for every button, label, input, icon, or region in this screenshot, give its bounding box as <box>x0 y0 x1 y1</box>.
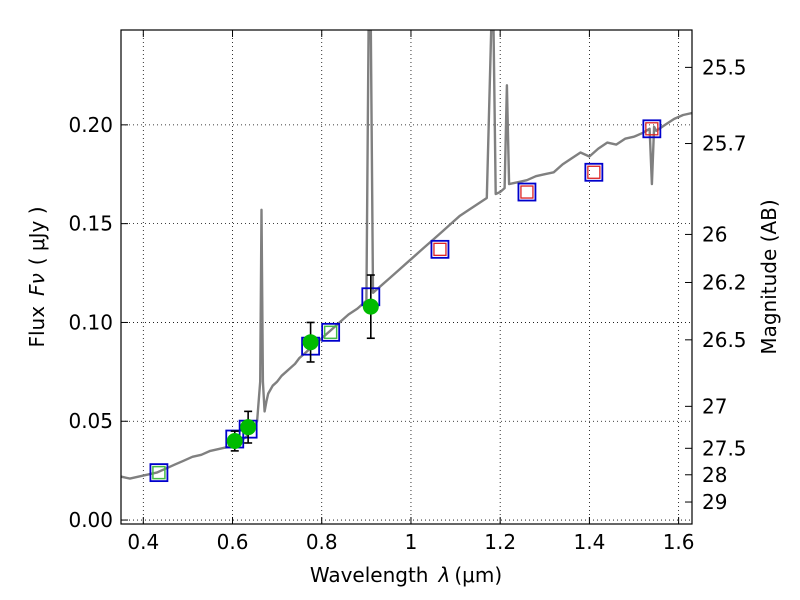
x-tick-label: 1 <box>405 530 418 554</box>
spectrum-line <box>121 30 692 480</box>
x-tick-label: 0.4 <box>127 530 159 554</box>
model-point-blue <box>149 463 169 483</box>
y-tick-label: 0.10 <box>68 310 113 334</box>
model-point-blue <box>584 162 604 182</box>
x-tick-label: 1.6 <box>663 530 695 554</box>
x-tick-label: 1.2 <box>484 530 516 554</box>
x-tick-label: 0.6 <box>217 530 249 554</box>
model-point-red <box>587 165 601 179</box>
y-tick-label: 0.15 <box>68 212 113 236</box>
model-point-blue <box>642 119 662 139</box>
measured-point <box>362 298 379 315</box>
model-point-green <box>152 465 166 480</box>
model-point-blue <box>430 239 450 259</box>
y2-tick-label: 25.5 <box>702 55 747 79</box>
y2-tick-label: 29 <box>702 490 727 514</box>
model-point-green <box>323 325 338 340</box>
model-point-blue <box>517 182 537 202</box>
model-point-red <box>520 185 534 199</box>
y2-axis-label: Magnitude (AB) <box>757 199 781 354</box>
model-point-red <box>433 242 447 256</box>
y2-tick-label: 27.5 <box>702 436 747 460</box>
plot-frame <box>120 29 693 525</box>
y-tick-label: 0.00 <box>68 508 113 532</box>
axis-ticks: 0.4 0.6 0.8 1 1.2 1.4 1.6 0.00 0.05 0.10 0.15 0.20 2… <box>68 30 747 554</box>
y2-tick-label: 27 <box>702 394 727 418</box>
plot-area <box>121 30 692 483</box>
y2-tick-label: 26.5 <box>702 328 747 352</box>
y2-tick-label: 26 <box>702 222 727 246</box>
y2-tick-label: 28 <box>702 463 727 487</box>
model-point-blue <box>321 322 341 342</box>
measured-point <box>226 433 243 450</box>
model-point-red <box>645 122 659 136</box>
x-axis-label: Wavelength λ (μm) <box>310 563 502 587</box>
measured-point <box>240 419 257 436</box>
y-tick-label: 0.05 <box>68 409 113 433</box>
y-axis-label: FluxFν( μJy ) <box>25 206 49 347</box>
y2-tick-label: 25.7 <box>702 132 747 156</box>
y2-tick-label: 26.2 <box>702 270 747 294</box>
x-tick-label: 1.4 <box>573 530 605 554</box>
plot-background <box>121 30 692 524</box>
y-tick-label: 0.20 <box>68 113 113 137</box>
x-tick-label: 0.8 <box>306 530 338 554</box>
measured-point <box>302 334 319 351</box>
